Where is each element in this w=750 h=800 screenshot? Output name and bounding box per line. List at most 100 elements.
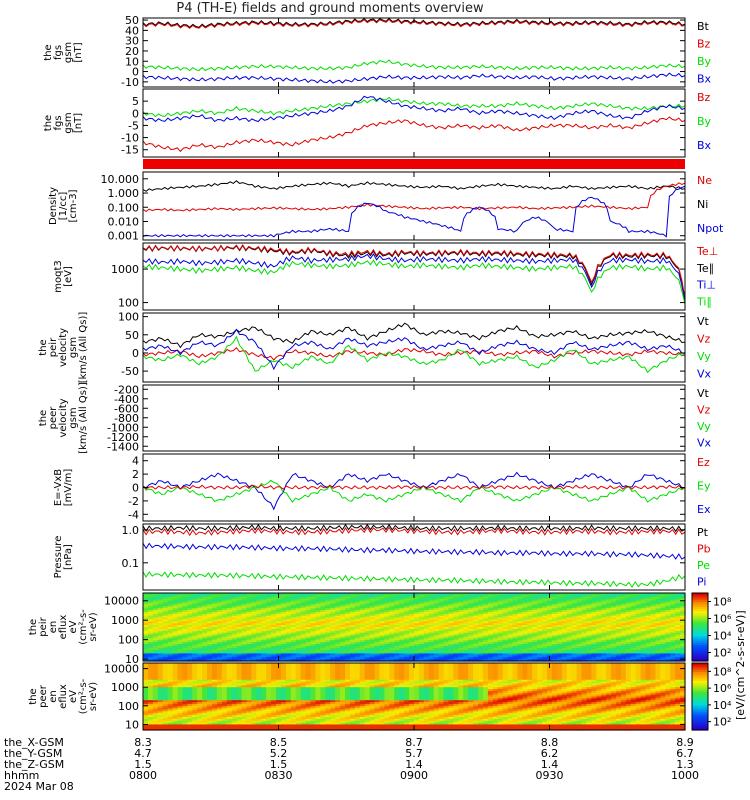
heatmap-cell <box>443 606 450 609</box>
heatmap-cell <box>300 645 307 649</box>
heatmap-cell <box>591 642 597 645</box>
heatmap-cell <box>177 594 184 598</box>
heatmap-cell <box>359 615 366 619</box>
heatmap-cell <box>216 602 223 605</box>
heatmap-cell <box>606 617 612 621</box>
heatmap-cell <box>162 728 169 731</box>
heatmap-cell <box>271 659 277 662</box>
heatmap-cell <box>586 604 592 607</box>
heatmap-cell <box>601 628 607 632</box>
heatmap-cell <box>192 670 198 673</box>
heatmap-cell <box>394 611 400 615</box>
heatmap-cell <box>473 634 479 638</box>
heatmap-cell <box>345 610 351 613</box>
heatmap-cell <box>152 713 159 716</box>
heatmap-cell <box>611 608 617 611</box>
heatmap-cell <box>507 659 514 662</box>
heatmap-cell <box>251 598 257 602</box>
heatmap-cell <box>211 630 218 634</box>
heatmap-cell <box>418 638 425 641</box>
heatmap-cell <box>645 630 652 634</box>
heatmap-cell <box>207 715 213 718</box>
heatmap-cell <box>487 593 494 596</box>
heatmap-cell <box>620 596 627 600</box>
heatmap-cell <box>211 657 218 660</box>
heatmap-cell <box>345 613 351 617</box>
heatmap-cell <box>418 593 425 596</box>
heatmap-cell <box>625 606 632 609</box>
heatmap-cell <box>167 651 174 655</box>
legend-label: Vy <box>697 420 711 433</box>
heatmap-cell <box>433 619 440 622</box>
heatmap-cell <box>202 664 208 668</box>
heatmap-cell <box>586 619 592 622</box>
heatmap-cell <box>660 647 666 651</box>
heatmap-cell <box>606 640 612 643</box>
heatmap-cell <box>606 625 612 628</box>
heatmap-cell <box>276 610 282 613</box>
heatmap-cell <box>172 608 179 611</box>
heatmap-cell <box>620 606 627 609</box>
heatmap-cell <box>640 657 647 660</box>
heatmap-cell <box>374 604 381 607</box>
heatmap-cell <box>581 610 588 613</box>
heatmap-cell <box>147 594 154 598</box>
heatmap-cell <box>379 619 386 622</box>
heatmap-cell <box>207 722 213 726</box>
heatmap-cell <box>458 627 464 630</box>
heatmap-cell <box>231 610 238 613</box>
heatmap-cell <box>246 600 252 604</box>
heatmap-cell <box>482 611 489 615</box>
heatmap-cell <box>547 638 553 641</box>
heatmap-cell <box>478 600 484 604</box>
heatmap-cell <box>340 598 346 602</box>
heatmap-cell <box>157 690 164 694</box>
heatmap-cell <box>601 634 607 638</box>
heatmap-cell <box>645 598 652 602</box>
heatmap-cell <box>147 600 154 604</box>
heatmap-cell <box>325 630 331 634</box>
heatmap-cell <box>167 657 174 660</box>
heatmap-cell <box>187 621 193 624</box>
heatmap-cell <box>487 611 494 615</box>
heatmap-cell <box>251 596 257 600</box>
heatmap-cell <box>556 600 563 604</box>
heatmap-cell <box>665 602 671 605</box>
heatmap-cell <box>670 598 676 602</box>
heatmap-cell <box>492 606 499 609</box>
heatmap-cell <box>482 604 489 607</box>
heatmap-cell <box>345 606 351 609</box>
heatmap-cell <box>665 596 671 600</box>
heatmap-cell <box>172 668 179 672</box>
heatmap-cell <box>192 617 198 621</box>
heatmap-cell <box>497 657 504 660</box>
heatmap-cell <box>566 632 573 636</box>
heatmap-cell <box>620 630 627 634</box>
heatmap-cell <box>458 649 464 653</box>
heatmap-cell <box>497 647 504 651</box>
heatmap-cell <box>197 628 203 632</box>
heatmap-cell <box>473 619 479 622</box>
heatmap-cell <box>147 698 154 701</box>
heatmap-cell <box>280 619 287 622</box>
heatmap-cell <box>295 647 302 651</box>
heatmap-cell <box>315 651 321 655</box>
heatmap-cell <box>414 638 420 641</box>
heatmap-cell <box>310 593 317 596</box>
heatmap-cell <box>177 653 184 656</box>
heatmap-cell <box>448 634 455 638</box>
heatmap-cell <box>374 627 381 630</box>
heatmap-cell <box>349 651 356 655</box>
heatmap-cell <box>187 705 193 709</box>
heatmap-cell <box>207 711 213 714</box>
heatmap-cell <box>551 644 558 647</box>
heatmap-cell <box>182 689 188 692</box>
legend-label: Pi <box>697 576 706 589</box>
heatmap-cell <box>310 621 317 624</box>
heatmap-cell <box>423 611 430 615</box>
heatmap-cell <box>645 636 652 639</box>
heatmap-cell <box>266 630 272 634</box>
heatmap-cell <box>399 600 405 604</box>
heatmap-cell <box>320 632 326 636</box>
heatmap-cell <box>320 645 326 649</box>
